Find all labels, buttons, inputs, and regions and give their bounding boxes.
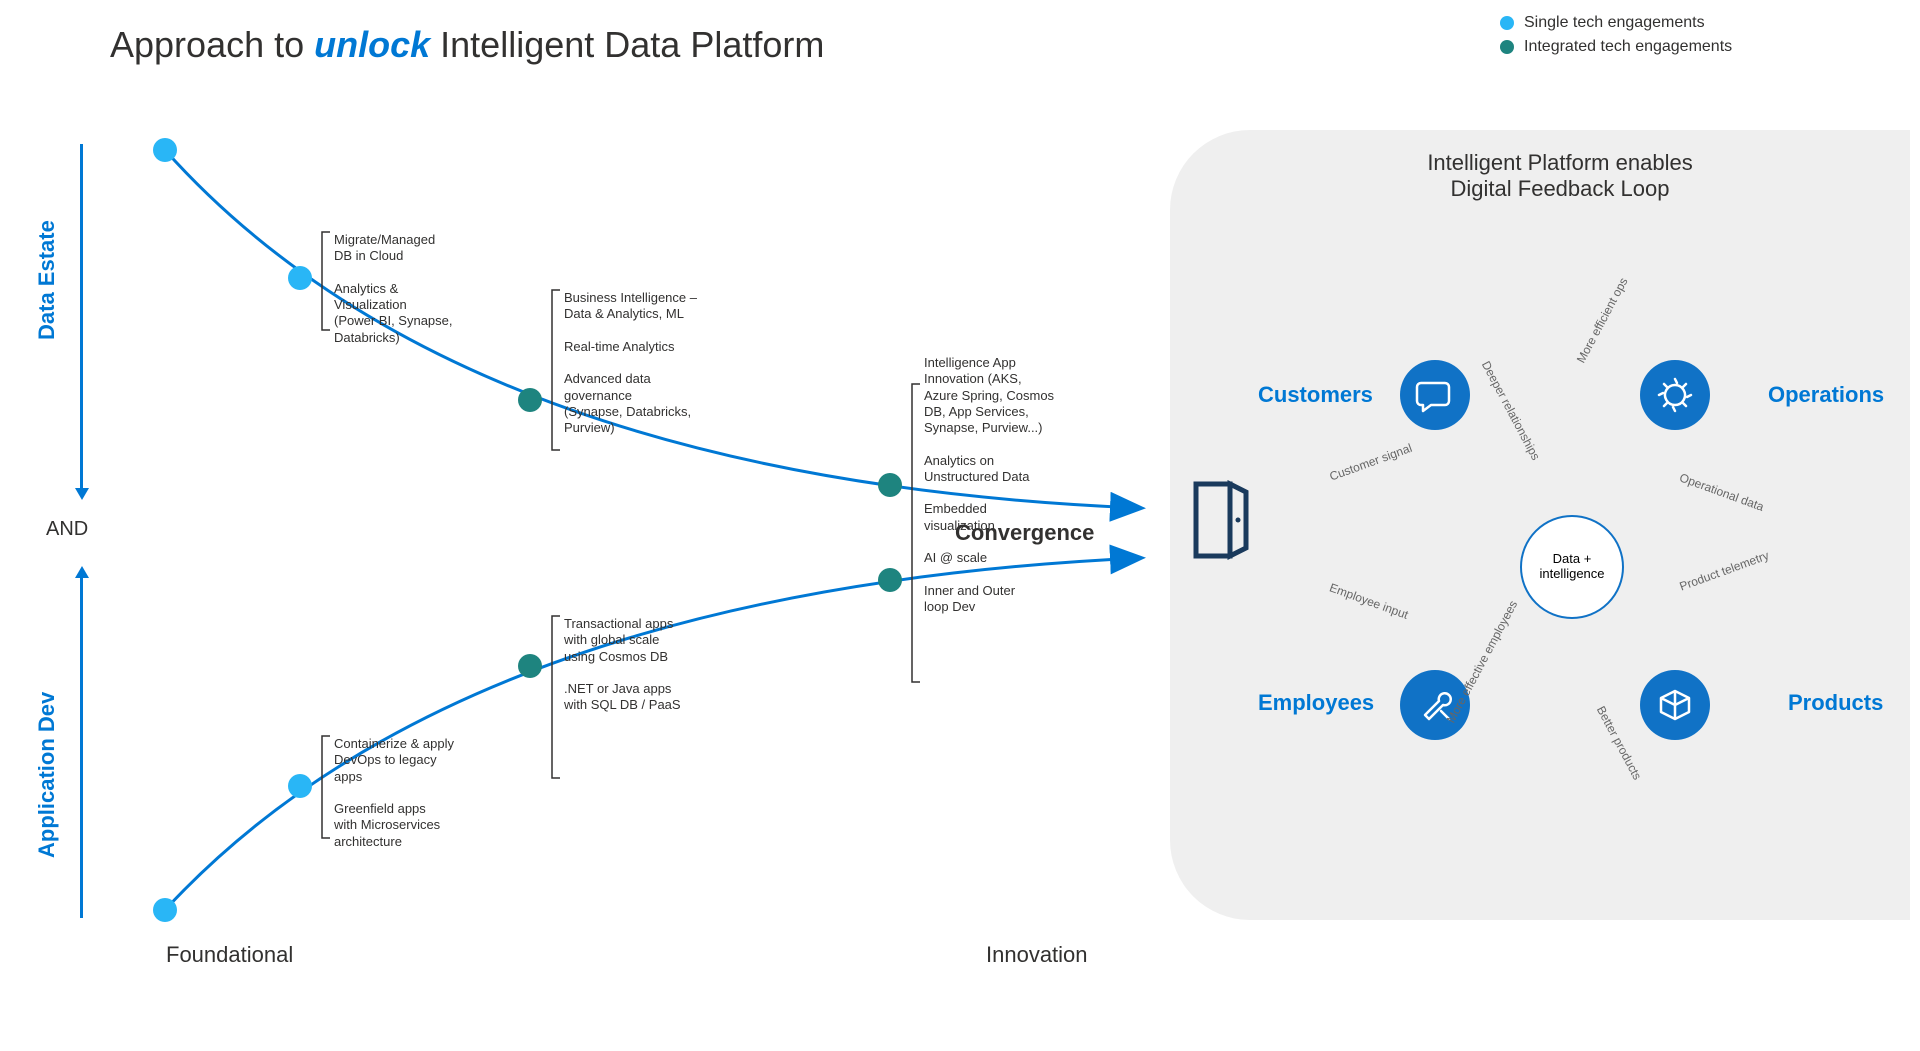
panel-title: Intelligent Platform enables Digital Fee… (1360, 150, 1760, 202)
curve-dot-1 (288, 266, 312, 290)
bracket-label-0: Migrate/Managed DB in Cloud Analytics & … (334, 232, 453, 346)
panel-title-l1: Intelligent Platform enables (1427, 150, 1692, 175)
bracket-label-3: Containerize & apply DevOps to legacy ap… (334, 736, 454, 850)
curve-dot-5 (288, 774, 312, 798)
bracket-2 (912, 384, 920, 682)
quad-label-operations: Operations (1768, 382, 1884, 408)
center-circle-label: Data + intelligence (1539, 552, 1604, 582)
bracket-3 (322, 736, 330, 838)
quad-icon-chat-icon (1400, 360, 1470, 430)
curve-dot-7 (878, 568, 902, 592)
bracket-label-2: Intelligence App Innovation (AKS, Azure … (924, 355, 1054, 615)
bracket-0 (322, 232, 330, 330)
curve-dot-2 (518, 388, 542, 412)
panel-title-l2: Digital Feedback Loop (1451, 176, 1670, 201)
curve-dot-0 (153, 138, 177, 162)
curve-dot-4 (153, 898, 177, 922)
quad-label-employees: Employees (1258, 690, 1374, 716)
quad-icon-gear-icon (1640, 360, 1710, 430)
bracket-label-4: Transactional apps with global scale usi… (564, 616, 681, 714)
bracket-label-1: Business Intelligence – Data & Analytics… (564, 290, 697, 436)
x-axis-label-foundational: Foundational (150, 938, 309, 972)
curve-dot-6 (518, 654, 542, 678)
door-icon (1190, 480, 1250, 565)
quad-label-products: Products (1788, 690, 1883, 716)
bracket-4 (552, 616, 560, 778)
quad-icon-cube-icon (1640, 670, 1710, 740)
bracket-1 (552, 290, 560, 450)
center-circle: Data + intelligence (1520, 515, 1624, 619)
curve-dot-3 (878, 473, 902, 497)
x-axis-label-innovation: Innovation (970, 938, 1104, 972)
quad-label-customers: Customers (1258, 382, 1373, 408)
